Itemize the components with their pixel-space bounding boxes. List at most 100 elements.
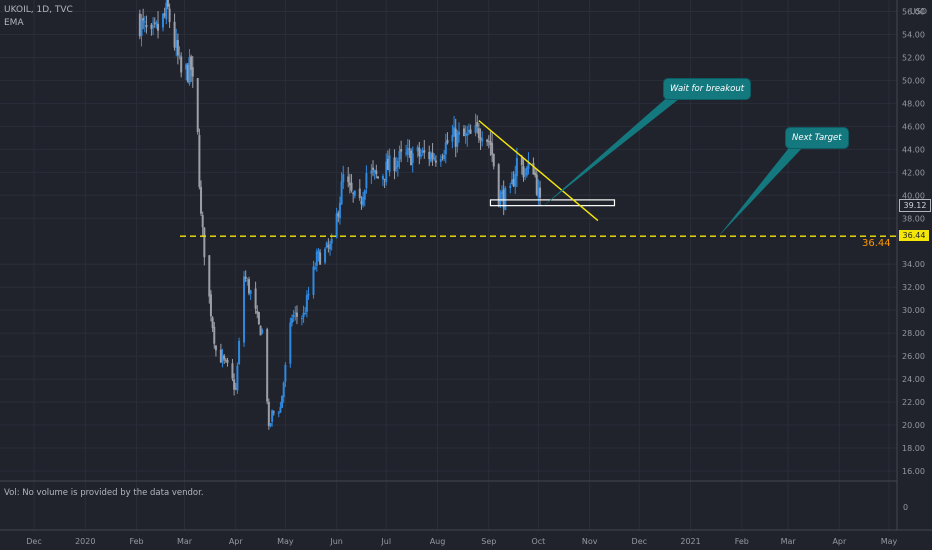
candle-body: [502, 189, 505, 208]
candle-body: [292, 314, 295, 318]
candle-body: [223, 355, 226, 360]
candle-body: [370, 170, 373, 174]
candle-body: [231, 363, 234, 379]
candle-body: [155, 22, 158, 25]
x-tick-label: Apr: [229, 537, 244, 546]
candle-body: [236, 365, 239, 391]
candle-body: [456, 132, 459, 147]
candle-body: [269, 423, 272, 427]
candle-body: [319, 252, 322, 265]
candle-body: [140, 18, 143, 36]
y-tick-label: 42.00: [902, 168, 925, 177]
candle-body: [209, 294, 212, 317]
chart-header: UKOIL, 1D, TVC EMA: [4, 4, 73, 30]
candle-body: [226, 360, 229, 363]
candle-body: [165, 2, 168, 20]
candle-body: [221, 355, 224, 362]
candle-body: [525, 167, 528, 176]
candle-body: [476, 121, 479, 127]
candle-body: [200, 187, 203, 214]
candle-body: [267, 401, 270, 426]
price-axis: 16.00 18.00 20.00 22.00 24.00 26.00 28.00 30.00…: [902, 8, 925, 477]
candle-body: [481, 138, 484, 142]
candle-body: [166, 0, 169, 7]
candle-body: [335, 213, 338, 238]
last-price-tag: 39.12: [899, 199, 931, 212]
candle-body: [188, 57, 191, 84]
x-tick-label: Nov: [582, 537, 598, 546]
y-tick-label: 22.00: [902, 398, 925, 407]
candle-body: [261, 329, 264, 334]
candle-body: [338, 202, 341, 219]
candle-body: [173, 21, 176, 48]
x-tick-label: Jul: [380, 537, 391, 546]
breakout-callout-pointer: [541, 95, 684, 208]
candle-body: [365, 173, 368, 189]
candle-body: [416, 147, 419, 152]
candle-body: [350, 182, 353, 191]
candle-body: [504, 187, 507, 210]
indicator-label[interactable]: EMA: [4, 18, 24, 28]
candle-body: [176, 40, 179, 56]
candle-body: [363, 190, 366, 200]
candle-body: [168, 8, 171, 23]
volume-note: Vol: No volume is provided by the data v…: [4, 488, 204, 498]
candle-body: [180, 56, 183, 73]
candlestick-series: [138, 0, 542, 430]
target-callout-pointer: [718, 144, 806, 237]
drawings: [0, 0, 932, 531]
candle-body: [277, 412, 280, 414]
candle-body: [395, 165, 398, 169]
x-tick-label: Dec: [26, 537, 41, 546]
candle-body: [466, 133, 469, 136]
candle-body: [281, 395, 284, 408]
candle-body: [358, 188, 361, 199]
candle-body: [520, 156, 523, 166]
y-tick-label: 40.00: [902, 191, 925, 200]
candle-body: [145, 24, 148, 28]
candle-body: [522, 166, 525, 178]
support-box: [489, 199, 616, 207]
candle-body: [398, 151, 401, 160]
target-callout[interactable]: Next Target: [786, 128, 848, 148]
candle-body: [198, 135, 201, 187]
y-tick-label: 38.00: [902, 214, 925, 223]
candle-body: [342, 174, 345, 183]
candle-body: [524, 173, 527, 175]
breakout-callout[interactable]: Wait for breakout: [664, 79, 751, 99]
candle-body: [428, 151, 431, 160]
candle-body: [294, 312, 297, 314]
candle-body: [385, 161, 388, 183]
candle-body: [211, 317, 214, 328]
candle-body: [290, 318, 293, 323]
candle-body: [348, 182, 351, 186]
candle-body: [208, 255, 211, 297]
candle-body: [163, 13, 166, 16]
candle-body: [284, 364, 287, 382]
candle-body: [305, 295, 308, 312]
candle-body: [238, 340, 241, 364]
candle-body: [161, 13, 164, 28]
candle-body: [373, 170, 376, 172]
candle-body: [454, 128, 457, 147]
candle-body: [246, 280, 249, 282]
candle-body: [509, 185, 512, 189]
y-tick-label: 28.00: [902, 329, 925, 338]
candle-body: [213, 326, 216, 344]
candle-body: [418, 147, 421, 156]
candle-body: [317, 250, 320, 254]
candle-body: [233, 379, 236, 390]
candle-body: [383, 178, 386, 180]
candle-body: [393, 157, 396, 171]
candle-body: [527, 162, 530, 169]
resistance-trendline: [478, 120, 599, 222]
candle-body: [411, 153, 414, 164]
candle-body: [244, 276, 247, 280]
x-tick-label: 2021: [680, 537, 700, 546]
target-level-label: 36.44: [862, 238, 891, 249]
candle-body: [419, 154, 422, 157]
candle-body: [329, 243, 332, 250]
candle-body: [330, 238, 333, 244]
candle-body: [340, 181, 343, 205]
